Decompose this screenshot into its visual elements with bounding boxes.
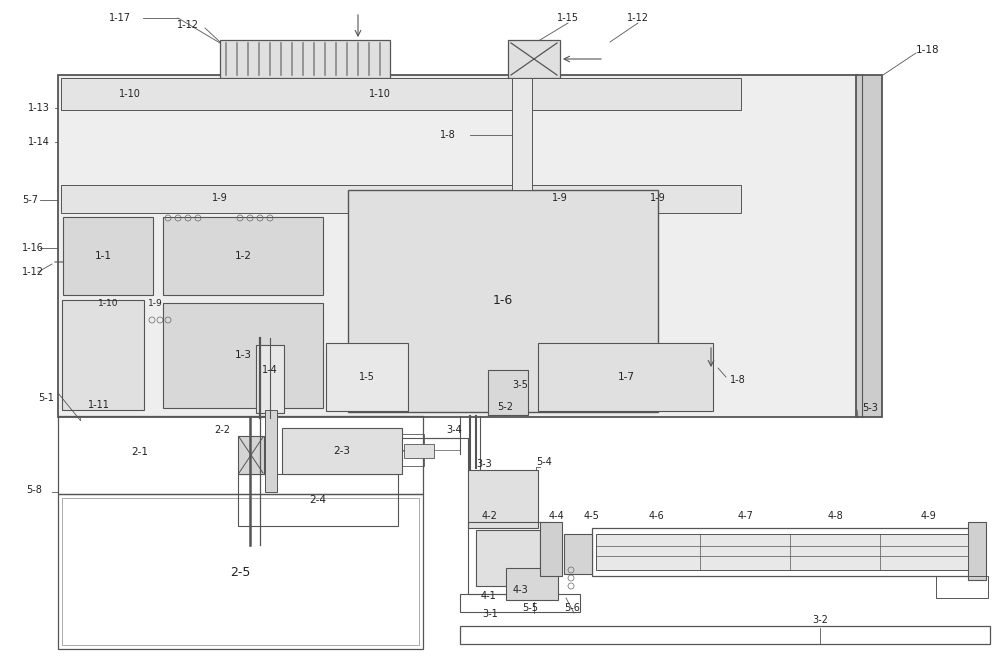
Text: 4-8: 4-8 [827,511,843,521]
Bar [540,522,562,576]
Text: 1-9: 1-9 [148,299,162,307]
Text: 4-5: 4-5 [584,511,600,521]
Bar [238,436,264,474]
Text: 1-17: 1-17 [109,13,131,23]
Bar [460,594,580,612]
Text: 5-5: 5-5 [522,603,538,613]
Text: 1-11: 1-11 [88,400,110,410]
Text: 1-18: 1-18 [916,45,940,55]
Bar [62,300,144,410]
Text: 1-6: 1-6 [493,295,513,307]
Bar [63,217,153,295]
Text: 1-9: 1-9 [552,193,568,203]
Bar [256,345,284,413]
Bar [488,370,528,415]
Text: 1-14: 1-14 [28,137,50,147]
Bar [58,494,423,649]
Text: 3-5: 3-5 [512,380,528,390]
Text: 1-8: 1-8 [730,375,746,385]
Text: 2-2: 2-2 [214,425,230,435]
Text: 4-9: 4-9 [920,511,936,521]
Text: 1-10: 1-10 [98,299,118,307]
Bar [468,522,548,594]
Text: 3-3: 3-3 [476,459,492,469]
Bar [348,190,658,412]
Text: 2-1: 2-1 [132,447,148,457]
Text: 5-7: 5-7 [22,195,38,205]
Text: 5-3: 5-3 [862,403,878,413]
Text: 1-12: 1-12 [22,267,44,277]
Text: 1-8: 1-8 [440,130,456,140]
Bar [58,416,423,494]
Text: 2-3: 2-3 [334,446,351,456]
Bar [238,474,398,526]
Bar [163,303,323,408]
Bar [968,522,986,580]
Text: 5-2: 5-2 [497,402,513,412]
Text: 3-1: 3-1 [482,609,498,619]
Text: 1-5: 1-5 [359,372,375,382]
Bar [592,528,972,576]
Bar [402,434,424,466]
Bar [936,576,988,598]
Text: 1-2: 1-2 [234,251,252,261]
Text: 2-5: 2-5 [230,566,250,578]
Text: 1-16: 1-16 [22,243,44,253]
Bar [61,78,741,110]
Text: 4-4: 4-4 [548,511,564,521]
Bar [404,444,434,458]
Text: 1-4: 1-4 [262,365,278,375]
Text: 1-9: 1-9 [212,193,228,203]
Bar [163,217,323,295]
Text: 1-12: 1-12 [627,13,649,23]
Bar [506,568,558,600]
Text: 1-7: 1-7 [618,372,635,382]
Bar [512,78,532,190]
Bar [564,534,592,574]
Bar [265,410,277,492]
Bar [282,428,402,474]
Text: 5-8: 5-8 [26,485,42,495]
Text: 4-7: 4-7 [737,511,753,521]
Text: 1-9: 1-9 [650,193,666,203]
Text: 1-12: 1-12 [177,20,199,30]
Text: 2-4: 2-4 [310,495,326,505]
Bar [856,75,882,417]
Bar [468,470,538,528]
Bar [61,185,741,213]
Text: 3-4: 3-4 [446,425,462,435]
Text: 5-6: 5-6 [564,603,580,613]
Text: 4-3: 4-3 [512,585,528,595]
Bar [596,534,968,570]
Bar [508,40,560,78]
Bar [326,343,408,411]
Text: 5-4: 5-4 [536,457,552,467]
Text: 4-6: 4-6 [648,511,664,521]
Text: 1-3: 1-3 [234,350,252,360]
Text: 4-2: 4-2 [482,511,498,521]
Bar [220,40,390,78]
Bar [58,75,858,417]
Text: 1-10: 1-10 [119,89,141,99]
Text: 3-2: 3-2 [812,615,828,625]
Text: 5-1: 5-1 [38,393,54,403]
Bar [460,626,990,644]
Bar [476,530,540,586]
Text: 1-15: 1-15 [557,13,579,23]
Text: 1-10: 1-10 [369,89,391,99]
Text: 1-1: 1-1 [94,251,112,261]
Bar [62,498,419,645]
Text: 4-1: 4-1 [480,591,496,601]
Text: 1-13: 1-13 [28,103,50,113]
Bar [538,343,713,411]
